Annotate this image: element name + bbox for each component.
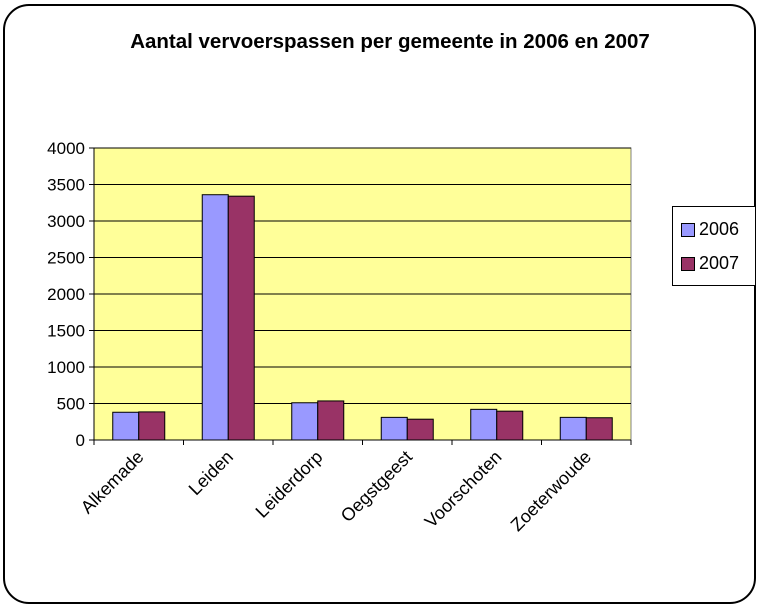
y-tick-label: 0 — [76, 431, 85, 450]
bar-2006-alkemade — [112, 411, 140, 441]
y-tick-label: 3000 — [47, 212, 85, 231]
y-tick-label: 1500 — [47, 322, 85, 341]
legend: 2006 2007 — [672, 206, 756, 286]
chart-title: Aantal vervoerspassen per gemeente in 20… — [130, 30, 650, 53]
bar-2007-alkemade — [138, 411, 166, 441]
bar-2007-oegstgeest — [406, 418, 434, 441]
bar-2007-leiderdorp — [317, 400, 345, 441]
bar-2006-voorschoten — [470, 408, 498, 441]
bar-2007-zoeterwoude — [585, 417, 613, 441]
y-tick-label: 3500 — [47, 176, 85, 195]
x-tick-label-oegstgeest: Oegstgeest — [337, 447, 416, 526]
bar-2007-leiden — [227, 195, 255, 441]
bar-2006-leiden — [201, 194, 229, 441]
y-tick-label: 1000 — [47, 358, 85, 377]
legend-swatch-2007 — [681, 256, 695, 271]
legend-label-2006: 2006 — [699, 219, 740, 239]
legend-label-2007: 2007 — [699, 253, 740, 273]
x-tick-label-alkemade: Alkemade — [77, 447, 148, 518]
bar-2006-oegstgeest — [380, 416, 408, 441]
y-tick-label: 2500 — [47, 249, 85, 268]
x-tick-label-leiden: Leiden — [185, 447, 237, 499]
y-tick-label: 500 — [57, 395, 85, 414]
legend-swatch-2006 — [681, 222, 695, 237]
bar-2006-zoeterwoude — [559, 416, 587, 441]
y-tick-label: 2000 — [47, 285, 85, 304]
x-tick-label-voorschoten: Voorschoten — [421, 447, 506, 532]
legend-item-2006: 2006 — [681, 219, 739, 240]
y-tick-label: 4000 — [47, 139, 85, 158]
bar-2007-voorschoten — [496, 410, 524, 441]
x-tick-label-zoeterwoude: Zoeterwoude — [507, 447, 595, 535]
legend-item-2007: 2007 — [681, 253, 739, 274]
bar-2006-leiderdorp — [291, 402, 319, 441]
x-tick-label-leiderdorp: Leiderdorp — [252, 447, 327, 522]
